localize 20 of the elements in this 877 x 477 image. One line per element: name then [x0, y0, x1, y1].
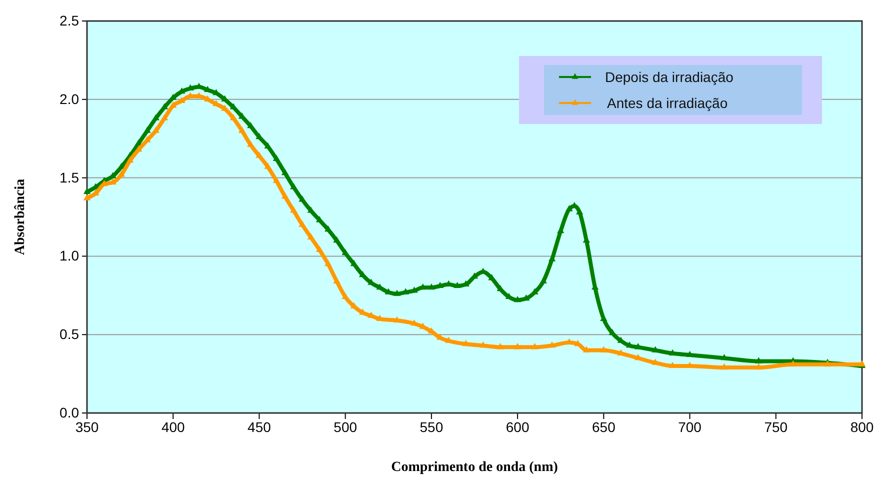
x-tick-label: 600: [506, 418, 530, 435]
y-tick-label: 2.5: [60, 12, 80, 28]
legend-label: Antes da irradiação: [607, 95, 728, 111]
y-tick-label: 1.0: [60, 248, 80, 264]
y-tick-label: 1.5: [60, 169, 80, 186]
x-axis-title: Comprimento de onda (nm): [391, 460, 558, 475]
legend-label: Depois da irradiação: [605, 69, 734, 85]
y-tick-label: 2.0: [60, 90, 80, 107]
x-tick-label: 350: [75, 418, 99, 435]
x-tick-label: 400: [161, 418, 186, 435]
x-tick-label: 500: [334, 418, 358, 435]
x-tick-label: 450: [248, 418, 272, 435]
x-tick-label: 700: [678, 418, 702, 435]
x-tick-label: 800: [850, 418, 874, 435]
x-tick-label: 750: [764, 418, 788, 435]
y-tick-label: 0.0: [60, 404, 80, 420]
x-tick-label: 650: [592, 418, 616, 435]
y-tick-label: 0.5: [60, 326, 80, 342]
y-axis-title: Absorbância: [13, 178, 28, 256]
x-tick-label: 550: [420, 418, 444, 435]
